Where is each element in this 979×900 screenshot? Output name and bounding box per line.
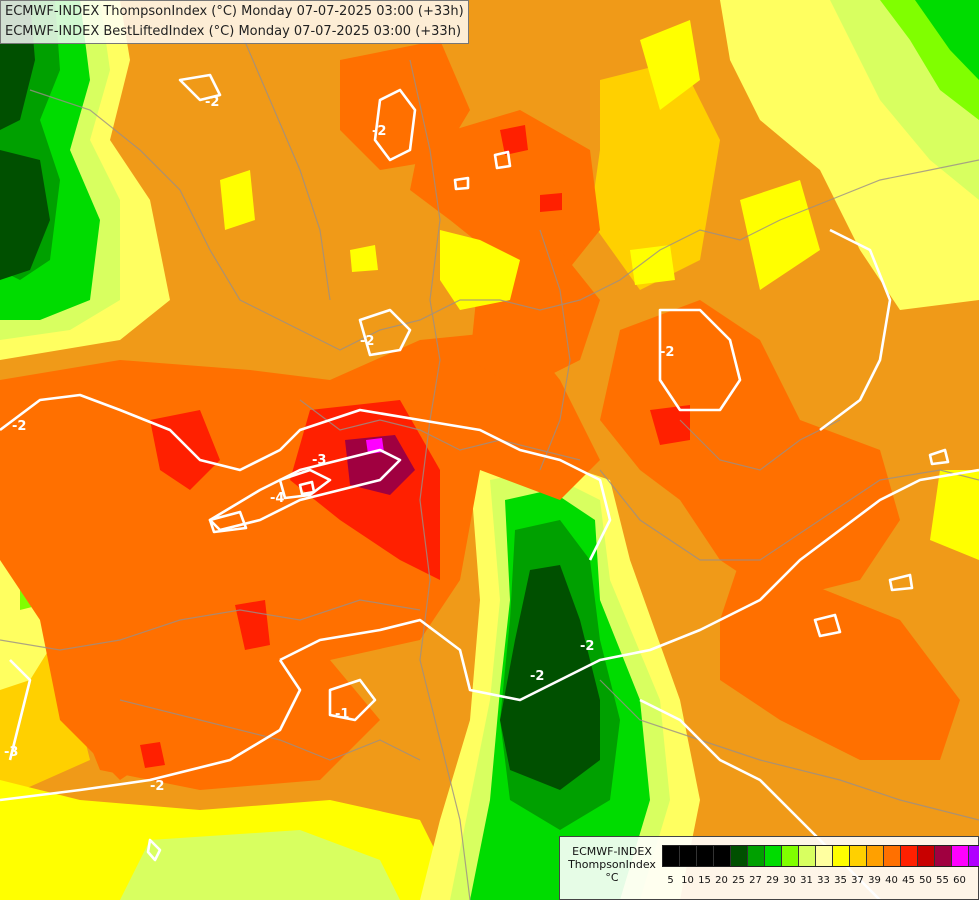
- legend-ticks: 5 10 15 20 25 27 29 30 31 33 35 37 39 40 45 50 55 60: [662, 875, 968, 886]
- contour-label: -2: [660, 345, 674, 360]
- legend-swatch: [850, 846, 867, 866]
- contour-labels: -2 -2 -2 -2 -3 -4 -2 -2 -1 -2 -3 -2: [4, 95, 674, 794]
- index-field-yellow-patches: [220, 170, 979, 560]
- legend-tick-label: 39: [868, 875, 881, 886]
- contour-label: -1: [335, 707, 349, 722]
- legend-color-bar: [662, 845, 979, 867]
- legend-tick-label: 20: [715, 875, 728, 886]
- index-field-core: [0, 40, 960, 790]
- legend-tick-label: 50: [919, 875, 932, 886]
- contour-label: -3: [4, 745, 18, 760]
- legend-tick-label: 27: [749, 875, 762, 886]
- contour-label: -2: [150, 779, 164, 794]
- legend-tick-label: 35: [834, 875, 847, 886]
- legend-tick-label: 37: [851, 875, 864, 886]
- legend-title-line: °C: [605, 871, 619, 884]
- contour-label: -2: [530, 669, 544, 684]
- legend-tick-label: 5: [667, 875, 674, 886]
- index-field-northeast: [590, 0, 979, 310]
- contour-label: -2: [360, 334, 374, 349]
- legend-tick-label: 29: [766, 875, 779, 886]
- legend-tick-label: 45: [902, 875, 915, 886]
- legend-swatch: [816, 846, 833, 866]
- legend-swatch: [918, 846, 935, 866]
- legend-swatch: [952, 846, 969, 866]
- legend-tick-label: 33: [817, 875, 830, 886]
- legend-swatch: [901, 846, 918, 866]
- legend-swatch: [748, 846, 765, 866]
- contour-label: -2: [12, 419, 26, 434]
- legend-swatch: [884, 846, 901, 866]
- contour-label: -2: [372, 124, 386, 139]
- contour-label: -3: [312, 453, 326, 468]
- legend-swatch: [697, 846, 714, 866]
- title-line-lifted: ECMWF-INDEX BestLiftedIndex (°C) Monday …: [5, 24, 462, 39]
- legend-swatch: [799, 846, 816, 866]
- legend-swatch: [680, 846, 697, 866]
- contour-label: -2: [205, 95, 219, 110]
- legend-tick-label: 15: [698, 875, 711, 886]
- legend-tick-label: 25: [732, 875, 745, 886]
- legend-tick-label: 31: [800, 875, 813, 886]
- map-title: ECMWF-INDEX ThompsonIndex (°C) Monday 07…: [0, 0, 469, 44]
- legend-title: ECMWF-INDEX ThompsonIndex °C: [564, 845, 660, 884]
- country-borders: [0, 29, 979, 900]
- color-legend: ECMWF-INDEX ThompsonIndex °C 5 10 15 20 25 27…: [559, 836, 979, 900]
- legend-swatch: [969, 846, 979, 866]
- index-field-green-tongue: [420, 450, 700, 900]
- legend-swatch: [782, 846, 799, 866]
- legend-swatch: [867, 846, 884, 866]
- legend-swatch: [714, 846, 731, 866]
- legend-tick-label: 60: [953, 875, 966, 886]
- legend-swatch: [935, 846, 952, 866]
- contour-label: -2: [580, 639, 594, 654]
- legend-swatch: [731, 846, 748, 866]
- title-line-thompson: ECMWF-INDEX ThompsonIndex (°C) Monday 07…: [5, 4, 464, 19]
- legend-tick-label: 30: [783, 875, 796, 886]
- legend-swatch: [765, 846, 782, 866]
- legend-title-line: ThompsonIndex: [568, 858, 656, 871]
- legend-tick-label: 55: [936, 875, 949, 886]
- contour-label: -4: [270, 491, 284, 506]
- legend-swatch: [663, 846, 680, 866]
- legend-tick-label: 10: [681, 875, 694, 886]
- legend-tick-label: 40: [885, 875, 898, 886]
- legend-swatch: [833, 846, 850, 866]
- legend-title-line: ECMWF-INDEX: [572, 845, 652, 858]
